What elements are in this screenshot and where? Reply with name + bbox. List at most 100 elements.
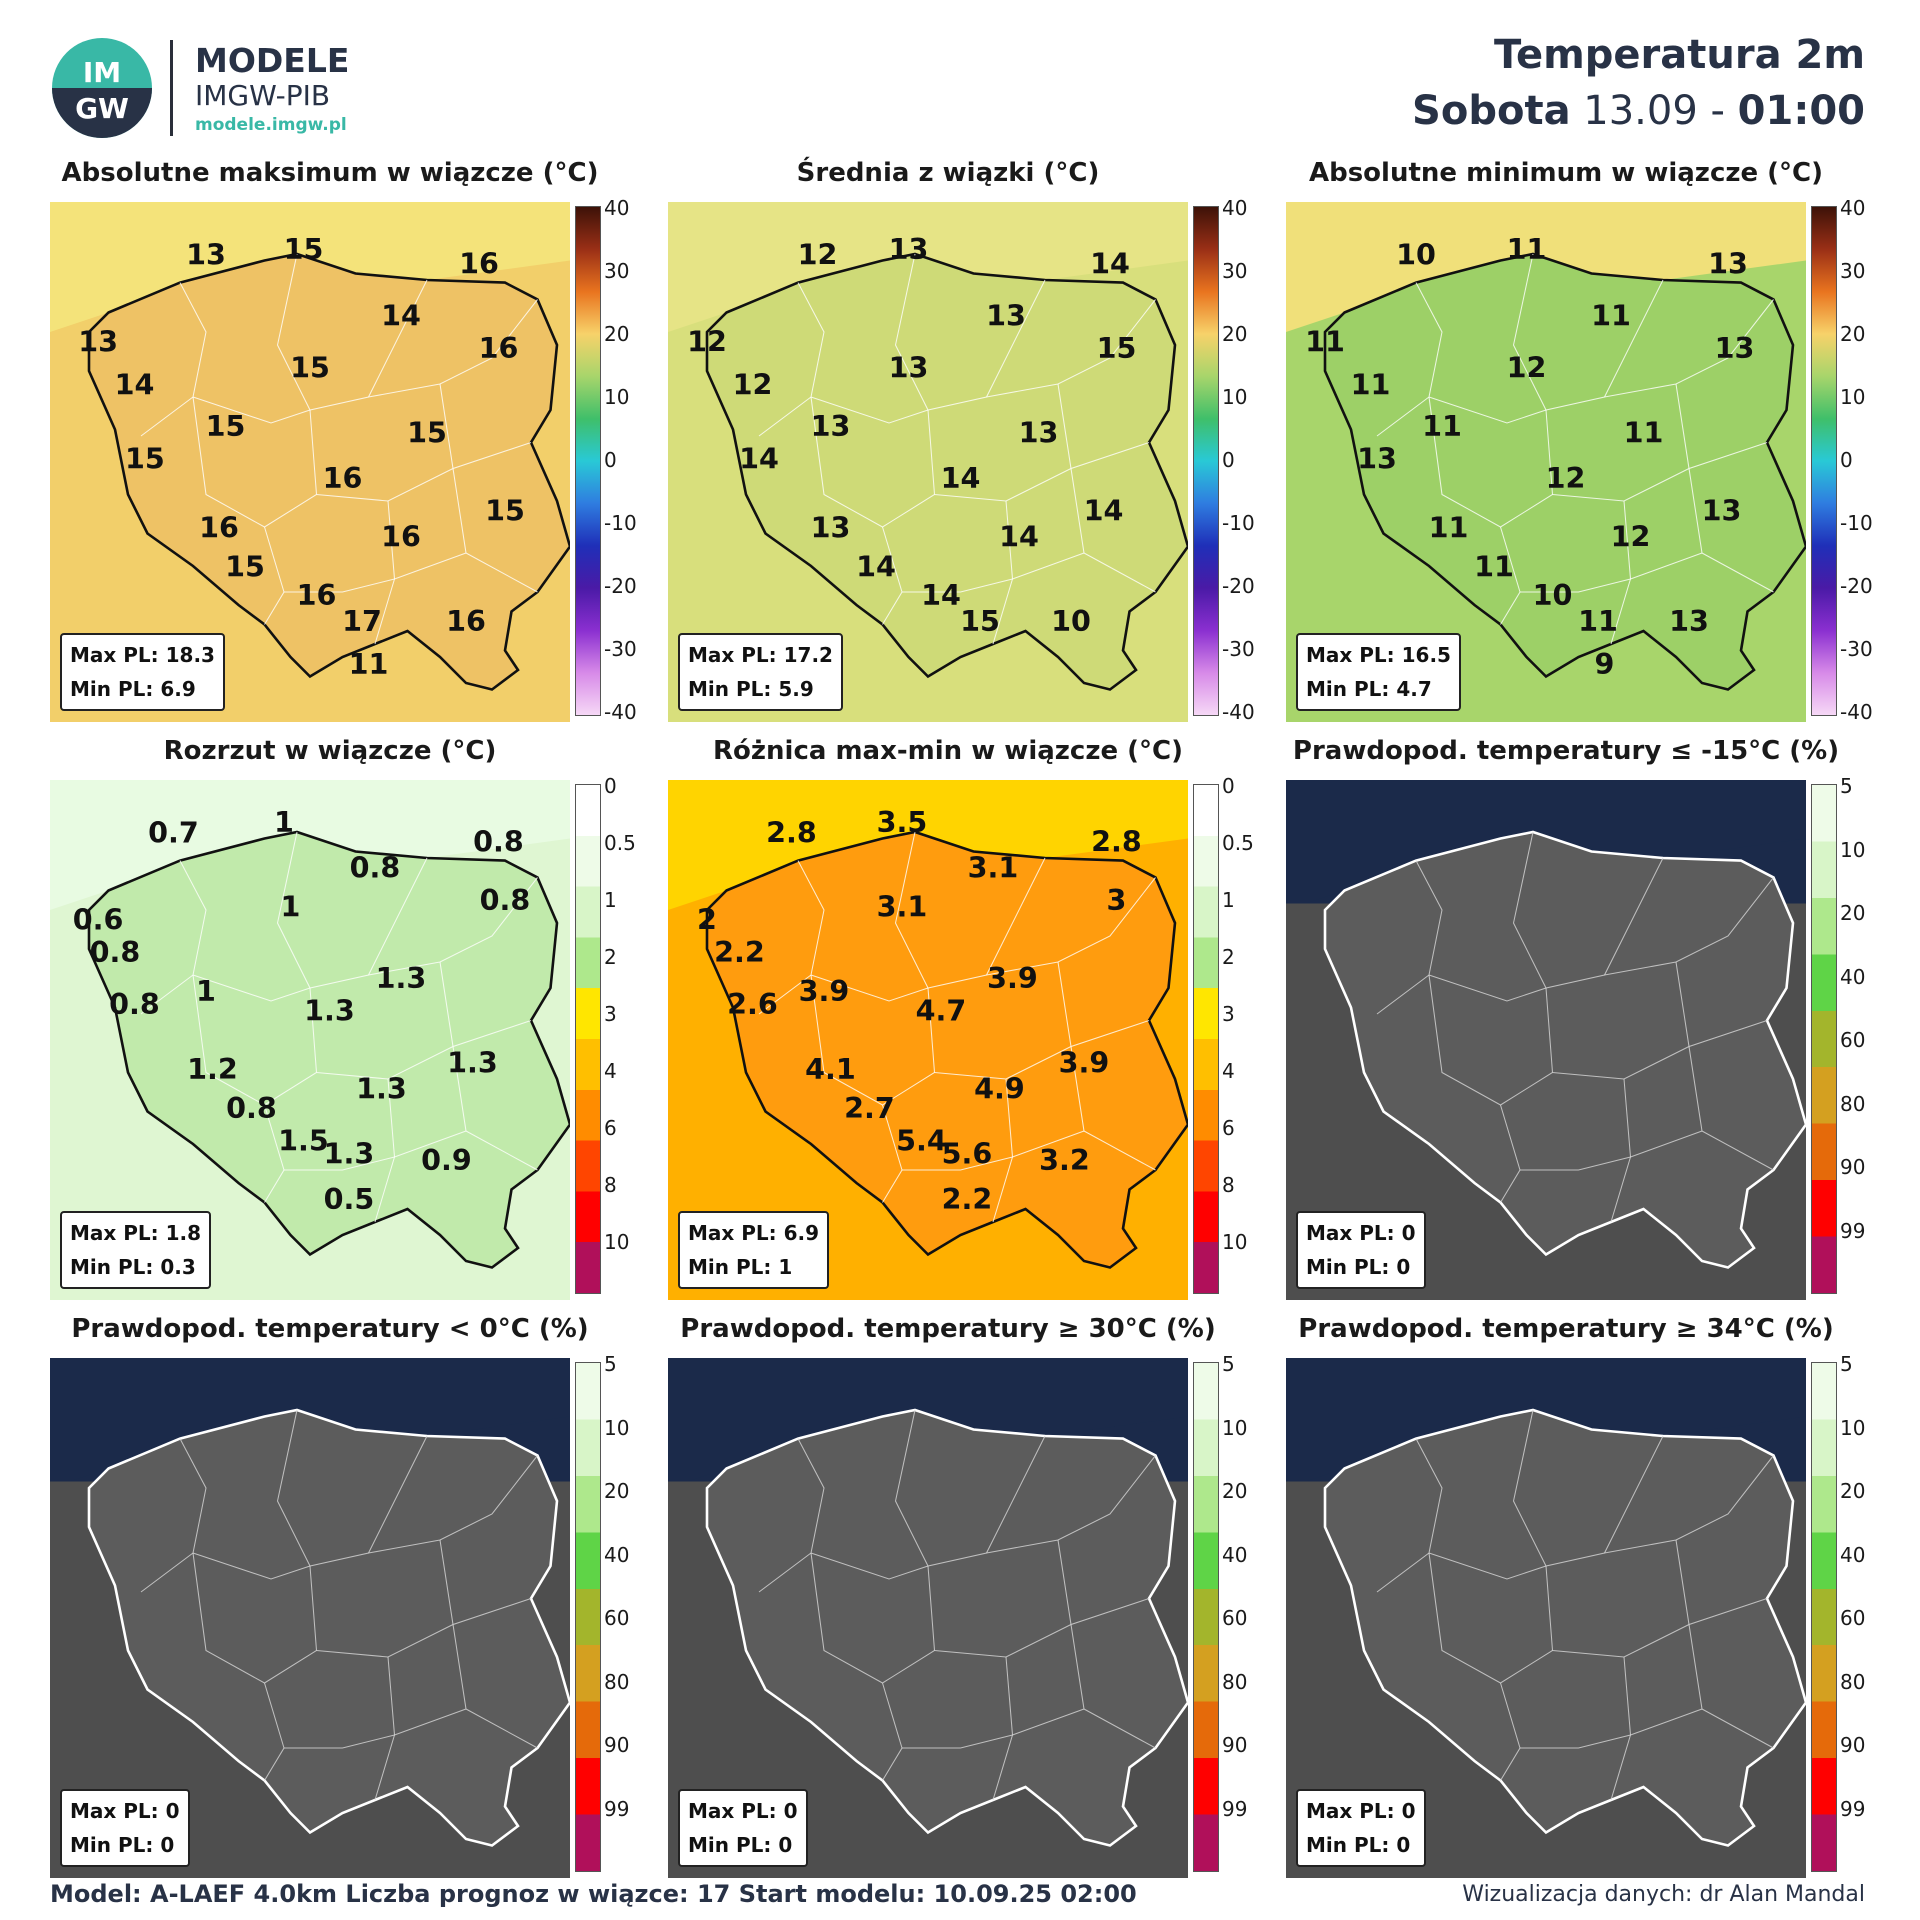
map-value-label: 14 <box>941 461 981 495</box>
colorbar <box>575 784 601 1294</box>
map-value-label: 13 <box>1669 604 1709 638</box>
colorbar-tick-label: 10 <box>1222 1415 1248 1440</box>
map-value-label: 3.2 <box>1039 1143 1090 1177</box>
panel-title: Prawdopod. temperatury < 0°C (%) <box>71 1314 589 1344</box>
colorbar <box>1193 1362 1219 1872</box>
map-value-label: 1 <box>196 974 216 1008</box>
max-pl-value: Max PL: 0 <box>688 1799 798 1823</box>
colorbar-tick-label: -40 <box>1222 700 1255 724</box>
colorbar-tick-label: 10 <box>604 1230 630 1254</box>
map-panel: Absolutne maksimum w wiązcze (°C) 13 15 16 1… <box>50 158 660 724</box>
map-value-label: 14 <box>381 299 421 333</box>
colorbar-tick-label: -40 <box>1840 700 1873 724</box>
map-value-label: 0.7 <box>148 815 199 849</box>
colorbar-tick-label: 10 <box>1840 837 1866 862</box>
map-value-label: 11 <box>1624 416 1664 450</box>
colorbar-tick-label: 20 <box>604 1479 630 1503</box>
map-value-label: 11 <box>1591 299 1631 333</box>
colorbar-tick-label: -40 <box>604 700 637 724</box>
forecast-day: Sobota <box>1412 88 1571 134</box>
map-value-label: 16 <box>446 604 486 638</box>
min-pl-value: Min PL: 6.9 <box>70 677 196 701</box>
map-value-label: 0.6 <box>73 903 124 937</box>
map-value-label: 10 <box>1533 578 1573 612</box>
map-value-label: 13 <box>1357 442 1397 476</box>
colorbar-tick-label: 99 <box>604 1796 630 1821</box>
colorbar-tick-label: 5 <box>1840 774 1853 798</box>
colorbar-tick-label: 99 <box>1222 1796 1248 1821</box>
panel-title: Prawdopod. temperatury ≥ 30°C (%) <box>680 1314 1216 1344</box>
map-value-label: 11 <box>1422 409 1462 443</box>
colorbar-tick-label: 99 <box>1840 1796 1866 1821</box>
map-value-label: 13 <box>986 299 1026 333</box>
colorbar-tick-label: 90 <box>1222 1733 1248 1757</box>
map-value-label: 16 <box>381 520 421 554</box>
colorbar-tick-label: 60 <box>1840 1028 1866 1052</box>
map-value-label: 1 <box>281 890 301 924</box>
colorbar-tick-label: 80 <box>1840 1669 1866 1694</box>
colorbar-tick-label: -20 <box>604 574 637 598</box>
colorbar-tick-label: -30 <box>604 637 637 661</box>
map-value-label: 14 <box>115 367 155 401</box>
max-pl-value: Max PL: 17.2 <box>688 643 833 667</box>
colorbar-tick-label: 10 <box>1222 385 1248 409</box>
colorbar-tick-label: 3 <box>1222 1002 1235 1026</box>
colorbar-tick-label: 2 <box>604 945 617 969</box>
min-pl-value: Min PL: 4.7 <box>1306 677 1432 701</box>
colorbar-tick-label: 90 <box>1840 1733 1866 1757</box>
map-value-label: 9 <box>1595 647 1615 681</box>
colorbar-tick-label: 4 <box>604 1059 617 1083</box>
svg-text:GW: GW <box>75 92 129 125</box>
map-value-label: 11 <box>1351 367 1391 401</box>
map-panel: Rozrzut w wiązcze (°C) 0.7 1 0.8 0.6 0.8 0.8 0.… <box>50 736 660 1300</box>
map-value-label: 13 <box>889 232 929 266</box>
map-value-label: 11 <box>1507 232 1547 266</box>
map-value-label: 14 <box>921 578 961 612</box>
poland-map <box>1286 1358 1806 1878</box>
max-pl-value: Max PL: 1.8 <box>70 1221 202 1245</box>
map-panel: Średnia z wiązki (°C) 12 13 14 12 13 15 12 13 13 1… <box>668 158 1278 724</box>
colorbar <box>1811 1362 1837 1872</box>
map-value-label: 0.8 <box>480 883 531 917</box>
colorbar-tick-label: -10 <box>1840 511 1873 535</box>
map-value-label: 4.9 <box>974 1072 1025 1106</box>
forecast-hour: 01:00 <box>1737 88 1865 134</box>
colorbar-tick-label: 40 <box>1222 196 1248 220</box>
stats-box: Max PL: 0 Min PL: 0 <box>678 1789 808 1867</box>
map-value-label: 3.1 <box>968 851 1019 885</box>
forecast-time: Sobota 13.09 - 01:00 <box>1412 88 1865 134</box>
imgw-logo: IM GW <box>52 38 152 138</box>
colorbar-tick-label: 80 <box>1222 1669 1248 1694</box>
map-value-label: 16 <box>459 247 499 281</box>
colorbar-tick-label: 1 <box>604 888 617 912</box>
map-value-label: 16 <box>199 510 239 544</box>
map-value-label: 12 <box>1507 351 1547 385</box>
colorbar-tick-label: 10 <box>1222 1230 1248 1254</box>
colorbar-tick-label: 0 <box>1840 448 1853 472</box>
brand-url[interactable]: modele.imgw.pl <box>195 115 347 135</box>
map-value-label: 1.3 <box>304 994 355 1028</box>
colorbar-tick-label: 30 <box>1840 259 1866 283</box>
colorbar <box>575 1362 601 1872</box>
map-value-label: 13 <box>1702 494 1742 528</box>
min-pl-value: Min PL: 0.3 <box>70 1255 196 1279</box>
stats-box: Max PL: 17.2 Min PL: 5.9 <box>678 633 843 711</box>
max-pl-value: Max PL: 18.3 <box>70 643 215 667</box>
colorbar <box>1193 206 1219 716</box>
poland-map: 2.8 3.5 2.8 2 3.1 3 2.2 3.1 3.9 3.9 2.6 4.7 4.1 3.9 4.… <box>668 780 1188 1300</box>
map-value-label: 13 <box>811 409 851 443</box>
map-value-label: 3.9 <box>1059 1046 1110 1080</box>
stats-box: Max PL: 6.9 Min PL: 1 <box>678 1211 830 1289</box>
map-value-label: 0.8 <box>226 1091 277 1125</box>
min-pl-value: Min PL: 0 <box>688 1833 793 1857</box>
colorbar-tick-label: 60 <box>1222 1606 1248 1630</box>
map-value-label: 15 <box>960 604 1000 638</box>
brand-block: MODELE IMGW-PIB modele.imgw.pl <box>170 40 349 136</box>
panel-title: Średnia z wiązki (°C) <box>796 158 1100 188</box>
map-value-label: 1.3 <box>447 1046 498 1080</box>
map-value-label: 12 <box>1611 520 1651 554</box>
colorbar-tick-label: 80 <box>604 1669 630 1694</box>
